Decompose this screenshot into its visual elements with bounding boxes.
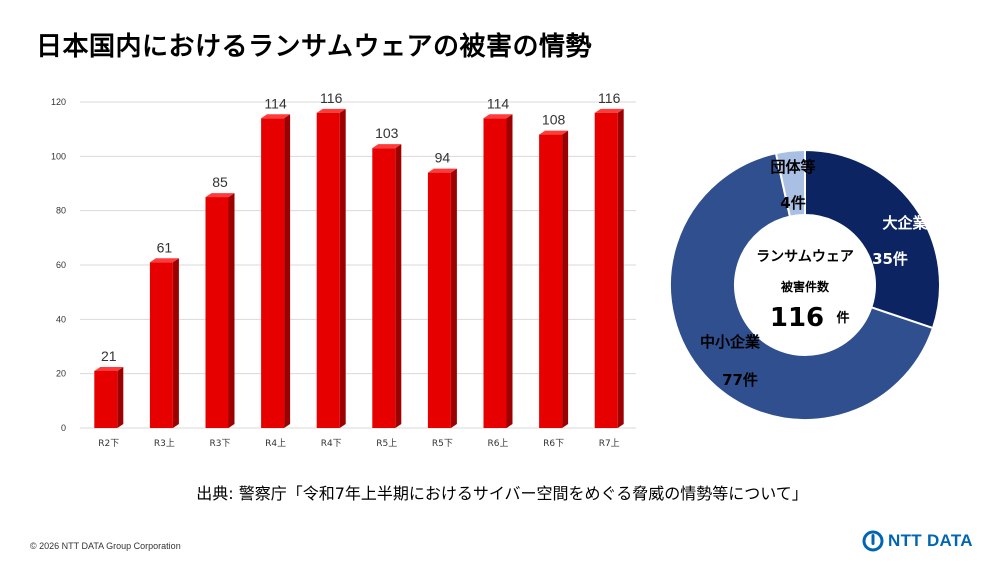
- y-tick-label: 120: [51, 97, 66, 107]
- bar: [205, 193, 235, 428]
- x-tick-label: R5下: [432, 439, 453, 449]
- bar-top: [261, 114, 291, 119]
- bar-front: [539, 134, 563, 428]
- bar-top: [94, 366, 124, 371]
- bar-side: [562, 130, 569, 428]
- bar-chart: 0 20 40 60 80 100 120 21 R2下 61 R3上 85 R3下 114 R4上 116 R…: [51, 90, 636, 449]
- bar-value-label: 21: [101, 348, 117, 364]
- x-tick-label: R6下: [543, 439, 564, 449]
- pie-slice: [774, 150, 806, 218]
- slice-name-label: 団体等: [770, 158, 815, 176]
- slice-value-label: 4件: [780, 194, 805, 212]
- bar-side: [506, 114, 513, 429]
- y-tick-label: 100: [51, 151, 66, 161]
- bar-side: [450, 168, 457, 428]
- bar-top: [149, 258, 179, 263]
- bar-front: [261, 118, 285, 429]
- bar-value-label: 114: [264, 95, 287, 111]
- bar-top: [205, 193, 235, 198]
- ntt-logo-icon: [862, 530, 884, 552]
- donut-center-sublabel: 被害件数: [781, 279, 830, 294]
- bar-front: [427, 172, 451, 428]
- bar-front: [316, 112, 340, 428]
- bar-side: [395, 144, 402, 428]
- bar-top: [539, 130, 569, 135]
- y-tick-label: 0: [61, 423, 66, 433]
- y-tick-label: 80: [56, 206, 66, 216]
- slice-value-label: 77件: [722, 371, 758, 389]
- bar: [316, 108, 346, 428]
- bar-front: [94, 370, 118, 428]
- bar: [483, 114, 513, 429]
- bar: [261, 114, 291, 429]
- bar-front: [205, 197, 229, 428]
- ntt-data-logo: NTT DATA: [862, 527, 973, 555]
- bar: [149, 258, 179, 428]
- donut-center-label: ランサムウェア: [756, 249, 854, 265]
- donut-total-unit: 件: [836, 310, 849, 326]
- bar-top: [316, 108, 346, 113]
- bar-value-label: 94: [435, 150, 451, 166]
- logo-text: NTT DATA: [888, 531, 973, 550]
- bar-value-label: 103: [375, 125, 399, 141]
- bar-front: [372, 148, 396, 428]
- bar-value-label: 116: [320, 90, 343, 106]
- pie-slice: [669, 151, 935, 421]
- x-tick-label: R6上: [488, 438, 509, 449]
- x-tick-label: R3上: [154, 438, 175, 449]
- slice-name-label: 中小企業: [700, 333, 761, 351]
- bar: [372, 144, 402, 428]
- donut-total: 116: [770, 303, 824, 333]
- bar: [427, 168, 457, 428]
- bar-top: [372, 144, 402, 149]
- pie-slice: [804, 150, 941, 330]
- y-tick-label: 40: [56, 314, 66, 324]
- bar-value-label: 108: [542, 112, 566, 128]
- bar-side: [117, 366, 124, 428]
- bar-side: [284, 114, 291, 429]
- x-tick-label: R7上: [599, 438, 620, 449]
- bar-top: [594, 108, 624, 113]
- bar-front: [149, 262, 173, 428]
- x-tick-label: R4上: [265, 438, 286, 449]
- bar-front: [483, 118, 507, 429]
- bar: [539, 130, 569, 428]
- x-tick-label: R5上: [376, 438, 397, 449]
- bar-front: [594, 112, 618, 428]
- bar: [594, 108, 624, 428]
- source-citation: 出典: 警察庁「令和7年上半期におけるサイバー空間をめぐる脅威の情勢等について」: [196, 484, 808, 503]
- bar-side: [617, 108, 624, 428]
- bar-value-label: 114: [487, 95, 510, 111]
- bar-top: [427, 168, 457, 173]
- bar-side: [172, 258, 179, 428]
- bar-top: [483, 114, 513, 119]
- x-tick-label: R4下: [321, 439, 342, 449]
- slice-name-label: 大企業: [882, 214, 928, 232]
- y-tick-label: 60: [56, 260, 66, 270]
- page-title: 日本国内におけるランサムウェアの被害の情勢: [36, 32, 592, 62]
- bar-value-label: 61: [157, 239, 173, 255]
- y-tick-label: 20: [56, 369, 66, 379]
- slice-value-label: 35件: [872, 250, 908, 268]
- bar-value-label: 85: [212, 174, 228, 190]
- x-tick-label: R2下: [98, 439, 119, 449]
- bar-side: [228, 193, 235, 428]
- bar-side: [339, 108, 346, 428]
- bar-value-label: 116: [598, 90, 621, 106]
- bar: [94, 366, 124, 428]
- x-tick-label: R3下: [210, 439, 231, 449]
- copyright: © 2026 NTT DATA Group Corporation: [30, 541, 181, 551]
